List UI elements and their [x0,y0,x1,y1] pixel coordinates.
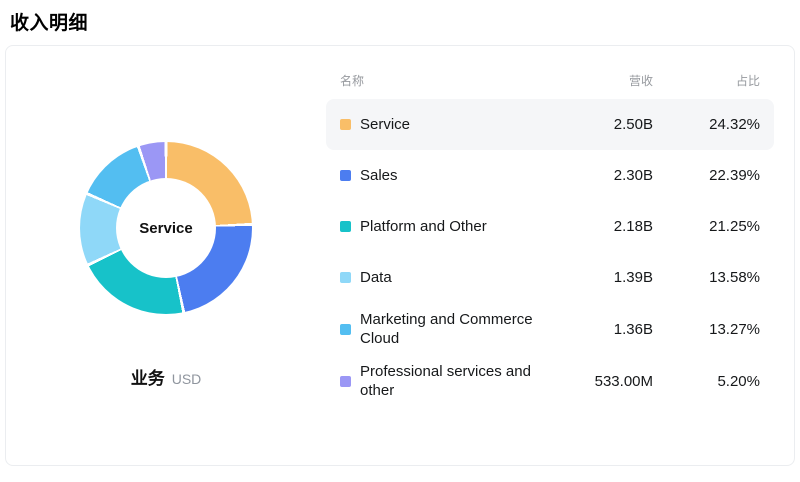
table-header-row: 名称 营收 占比 [326,72,774,89]
row-name: Marketing and Commerce Cloud [360,311,533,347]
row-name-cell: Platform and Other [340,217,553,236]
row-revenue: 1.39B [613,269,653,286]
chart-caption: 业务 USD [131,364,202,389]
header-share: 占比 [735,74,760,88]
row-share: 5.20% [717,372,760,390]
row-name-cell: Sales [340,166,553,185]
row-name-cell: Data [340,268,553,287]
row-revenue: 2.50B [613,116,653,133]
row-name-cell: Professional services and other [340,362,553,400]
row-revenue: 533.00M [594,372,653,390]
page-title: 收入明细 [10,13,89,34]
donut-chart-section: Service 业务 USD [6,46,326,465]
row-revenue: 2.30B [613,167,653,184]
row-name: Service [360,116,411,133]
table-body: Service 2.50B 24.32% Sales 2.30B 22.39% … [326,99,774,407]
row-revenue: 2.18B [613,218,653,235]
series-color-swatch [340,323,351,335]
series-color-swatch [340,221,351,232]
table-row[interactable]: Platform and Other 2.18B 21.25% [326,201,774,252]
revenue-detail-card: Service 业务 USD 名称 营收 占比 Service 2.50B 24… [5,45,795,466]
header-revenue: 营收 [628,74,653,88]
table-row[interactable]: Professional services and other 533.00M … [326,355,774,407]
table-row[interactable]: Marketing and Commerce Cloud 1.36B 13.27… [326,303,774,355]
row-name-cell: Service [340,115,553,134]
series-color-swatch [340,272,351,283]
series-color-swatch [340,119,351,130]
header-name: 名称 [340,74,365,88]
row-name: Platform and Other [360,218,487,235]
table-row[interactable]: Sales 2.30B 22.39% [326,150,774,201]
row-name: Data [360,269,392,286]
row-name: Sales [360,167,398,184]
donut-center-label: Service [116,178,216,278]
row-share: 13.58% [709,269,760,286]
series-color-swatch [340,375,351,387]
caption-unit: USD [171,371,202,387]
table-row[interactable]: Service 2.50B 24.32% [326,99,774,150]
caption-label: 业务 [130,369,165,388]
row-share: 22.39% [709,167,760,184]
donut-chart[interactable]: Service [80,142,252,314]
table-row[interactable]: Data 1.39B 13.58% [326,252,774,303]
row-share: 13.27% [709,320,760,338]
row-revenue: 1.36B [613,320,653,338]
row-share: 24.32% [709,116,760,133]
row-name: Professional services and other [360,363,531,399]
row-name-cell: Marketing and Commerce Cloud [340,310,553,348]
row-share: 21.25% [709,218,760,235]
page: 收入明细 Service 业务 USD 名称 营收 占比 Service 2.5… [5,13,795,466]
revenue-table: 名称 营收 占比 Service 2.50B 24.32% Sales 2.30… [326,46,794,465]
series-color-swatch [340,170,351,181]
